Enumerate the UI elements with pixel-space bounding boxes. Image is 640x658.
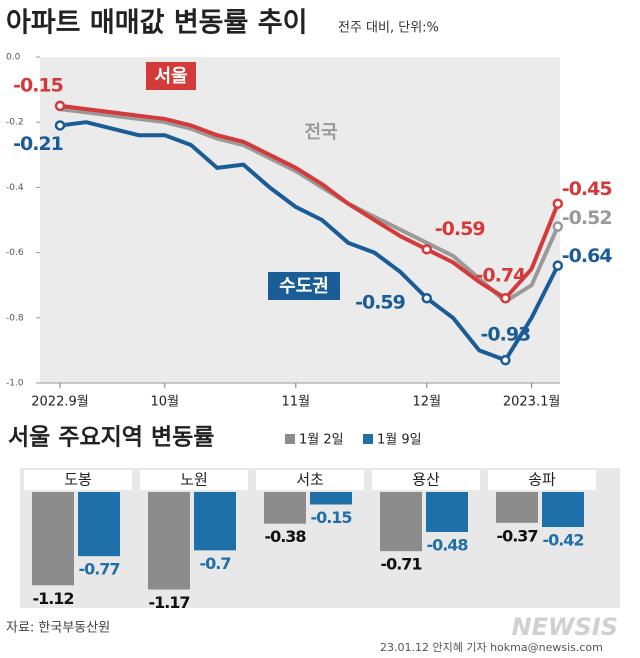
chart-subtitle: 전주 대비, 단위:%: [338, 21, 439, 36]
data-label: -0.45: [562, 178, 612, 200]
data-label: -0.48: [426, 536, 468, 555]
point-marker: [552, 221, 564, 232]
bar: [426, 492, 468, 532]
point-marker: [500, 354, 511, 366]
data-label: -0.64: [562, 245, 613, 267]
data-label: -0.38: [264, 527, 306, 546]
series-line: [59, 107, 560, 304]
series-line: [59, 103, 560, 301]
category-box: [140, 470, 248, 490]
category-label: 송파: [528, 471, 556, 489]
category-box: [488, 470, 596, 490]
data-label: -0.71: [380, 555, 422, 574]
category-box: [372, 470, 480, 490]
legend-swatch: [285, 434, 295, 444]
chart-title: 아파트 매매값 변동률 추이: [6, 8, 307, 39]
source: 자료: 한국부동산원: [6, 621, 110, 636]
data-label: -0.7: [200, 554, 231, 573]
data-label: -0.15: [310, 508, 352, 527]
bar: [496, 492, 538, 523]
point-marker: [421, 244, 433, 255]
y-tick-label: -1.0: [6, 379, 24, 389]
bar-title: 서울 주요지역 변동률: [8, 425, 214, 451]
category-box: [256, 470, 364, 490]
bar: [542, 492, 584, 527]
series-name: 수도권: [279, 276, 329, 297]
data-label: -0.93: [481, 324, 531, 346]
category-label: 노원: [180, 471, 208, 489]
bar: [32, 492, 74, 586]
series-tag-box: [146, 62, 196, 90]
data-label: -1.17: [148, 593, 189, 612]
bar: [148, 492, 190, 590]
annotation: -0.59: [355, 292, 405, 314]
data-label: -0.52: [562, 207, 612, 229]
bar: [78, 492, 120, 557]
y-tick-label: -0.2: [6, 118, 24, 128]
x-tick-label: 2022.9월: [31, 395, 88, 410]
bar: [264, 492, 306, 524]
series-name: 서울: [154, 66, 187, 87]
data-label: -0.74: [476, 265, 527, 287]
legend-label: 1월 9일: [377, 433, 422, 448]
data-label: -0.77: [78, 560, 119, 579]
category-label: 서초: [296, 471, 324, 489]
x-tick-label: 10월: [151, 395, 180, 410]
category-box: [24, 470, 132, 490]
data-label: -1.12: [32, 589, 73, 608]
legend-label: 1월 2일: [299, 433, 344, 448]
data-label: -0.37: [496, 526, 537, 545]
point-marker: [54, 120, 66, 131]
data-label: -0.42: [542, 531, 583, 550]
y-tick-label: -0.6: [6, 248, 24, 258]
x-tick-label: 12월: [413, 395, 442, 410]
series-tag-box: [268, 272, 340, 300]
bar: [194, 492, 236, 551]
logo: NEWSIS: [512, 613, 618, 641]
x-tick-label: 2023.1월: [503, 395, 560, 410]
category-label: 도봉: [64, 471, 92, 489]
point-marker: [500, 292, 511, 304]
bar: [310, 492, 352, 505]
x-tick-label: 11월: [282, 395, 311, 410]
data-label: -0.59: [435, 218, 485, 240]
data-label: -0.15: [13, 74, 63, 96]
point-marker: [421, 292, 433, 304]
plot-background: [40, 57, 560, 383]
credit: 23.01.12 안지혜 기자 hokma@newsis.com: [380, 641, 603, 654]
series-line: [59, 120, 560, 363]
point-marker: [552, 260, 564, 271]
point-marker: [552, 198, 564, 209]
y-tick-label: -0.4: [6, 183, 24, 193]
y-tick-label: 0.0: [6, 53, 21, 63]
bar: [380, 492, 422, 552]
series-name: 전국: [304, 122, 337, 143]
point-marker: [54, 100, 66, 112]
y-tick-label: -0.8: [6, 313, 24, 323]
data-label: -0.21: [13, 133, 63, 155]
category-label: 용산: [412, 471, 440, 489]
legend-swatch: [363, 434, 373, 444]
